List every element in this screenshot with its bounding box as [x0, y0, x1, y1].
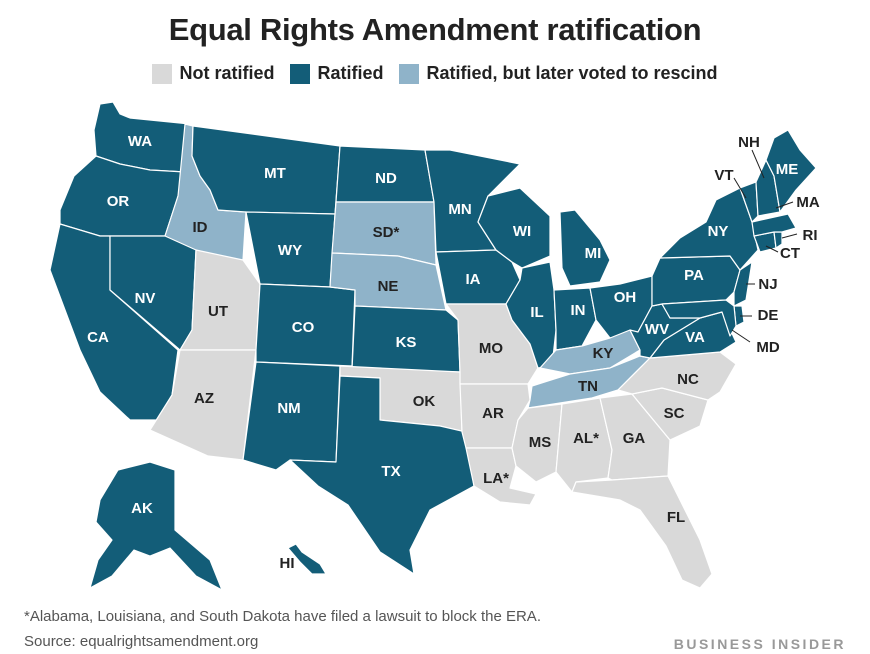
state-label-wv: WV	[645, 321, 669, 338]
state-label-mn: MN	[448, 201, 471, 218]
state-label-mo: MO	[479, 340, 503, 357]
page-title: Equal Rights Amendment ratification	[168, 12, 702, 47]
state-label-ia: IA	[466, 271, 481, 288]
state-label-wi: WI	[513, 223, 531, 240]
state-label-wy: WY	[278, 242, 302, 259]
state-label-pa: PA	[684, 267, 704, 284]
legend-swatch-ratified	[290, 63, 311, 84]
state-label-ct: CT	[780, 245, 800, 262]
state-label-mt: MT	[264, 165, 286, 182]
state-label-nh: NH	[738, 134, 760, 151]
state-label-id: ID	[193, 219, 208, 236]
state-label-co: CO	[292, 319, 315, 336]
state-label-az: AZ	[194, 390, 214, 407]
state-il[interactable]	[505, 261, 557, 369]
leader-line-md	[731, 329, 751, 343]
state-label-de: DE	[758, 307, 779, 324]
state-label-nd: ND	[375, 170, 397, 187]
state-nj[interactable]	[733, 261, 753, 307]
state-label-ms: MS	[529, 434, 552, 451]
state-label-ny: NY	[708, 223, 729, 240]
state-label-nj: NJ	[758, 276, 777, 293]
leader-line-ct	[765, 245, 779, 253]
state-label-nm: NM	[277, 400, 300, 417]
state-fl[interactable]	[571, 475, 713, 589]
state-label-fl: FL	[667, 509, 685, 526]
state-label-ga: GA	[623, 430, 646, 447]
state-label-ri: RI	[803, 227, 818, 244]
state-label-ut: UT	[208, 303, 228, 320]
leader-line-ri	[781, 233, 798, 239]
state-label-il: IL	[530, 304, 543, 321]
legend-swatch-not-ratified	[152, 63, 173, 84]
state-in[interactable]	[553, 287, 597, 351]
legend-item-not-ratified: Not ratified	[152, 63, 274, 84]
leader-line-vt	[733, 177, 747, 199]
state-label-or: OR	[107, 193, 130, 210]
state-label-nv: NV	[135, 290, 156, 307]
state-mi[interactable]	[559, 209, 611, 287]
state-label-oh: OH	[614, 289, 637, 306]
leader-line-nh	[751, 149, 765, 179]
source-text: equalrightsamendment.org	[79, 633, 259, 650]
state-label-tn: TN	[578, 378, 598, 395]
state-label-ak: AK	[131, 500, 153, 517]
state-label-la: LA*	[483, 470, 509, 487]
legend-item-rescinded: Ratified, but later voted to rescind	[399, 63, 718, 84]
state-label-ok: OK	[413, 393, 436, 410]
legend-item-ratified: Ratified	[290, 63, 383, 84]
source-label: Source:	[24, 633, 76, 650]
brand-logo: BUSINESS INSIDER	[673, 636, 846, 652]
state-label-sc: SC	[664, 405, 685, 422]
state-label-ky: KY	[593, 345, 614, 362]
state-ak[interactable]	[89, 461, 223, 591]
state-label-nc: NC	[677, 371, 699, 388]
state-label-ar: AR	[482, 405, 504, 422]
state-label-al: AL*	[573, 430, 599, 447]
state-ma[interactable]	[751, 213, 797, 237]
leader-line-ma	[775, 201, 794, 209]
legend: Not ratified Ratified Ratified, but late…	[0, 63, 870, 84]
state-tx[interactable]	[289, 375, 475, 575]
state-label-ca: CA	[87, 329, 109, 346]
state-label-tx: TX	[381, 463, 400, 480]
state-me[interactable]	[765, 129, 817, 213]
state-label-va: VA	[685, 329, 705, 346]
legend-label: Not ratified	[179, 63, 275, 83]
state-label-in: IN	[571, 302, 586, 319]
state-hi[interactable]	[287, 543, 327, 575]
state-md[interactable]	[661, 299, 737, 337]
state-label-ma: MA	[796, 194, 819, 211]
state-label-me: ME	[776, 161, 799, 178]
legend-swatch-rescinded	[399, 63, 420, 84]
legend-label: Ratified	[317, 63, 384, 83]
state-label-vt: VT	[714, 167, 733, 184]
state-label-md: MD	[756, 339, 779, 356]
state-label-wa: WA	[128, 133, 152, 150]
state-label-ks: KS	[396, 334, 417, 351]
legend-label: Ratified, but later voted to rescind	[426, 63, 718, 83]
footnote: *Alabama, Louisiana, and South Dakota ha…	[24, 608, 541, 625]
state-label-hi: HI	[280, 555, 295, 572]
state-label-mi: MI	[585, 245, 602, 262]
source-line: Source: equalrightsamendment.org	[24, 633, 258, 650]
state-label-sd: SD*	[373, 224, 400, 241]
state-label-ne: NE	[378, 278, 399, 295]
